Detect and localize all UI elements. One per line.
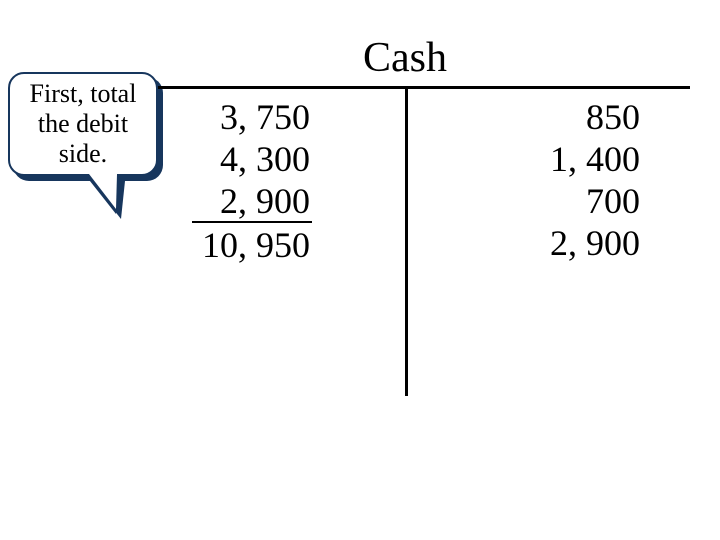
callout-line3: side.: [59, 139, 107, 168]
debit-entry: 2, 900: [180, 180, 310, 222]
callout-box: First, total the debit side.: [8, 72, 158, 176]
callout-text: First, total the debit side.: [30, 79, 137, 169]
credit-entry: 2, 900: [500, 222, 640, 264]
debit-entry: 3, 750: [180, 96, 310, 138]
debit-total: 10, 950: [180, 224, 310, 266]
debit-entry: 4, 300: [180, 138, 310, 180]
callout-line2: the debit: [38, 109, 128, 138]
t-vertical-line: [405, 86, 408, 396]
credit-entry: 850: [500, 96, 640, 138]
t-horizontal-line: [158, 86, 690, 89]
account-title: Cash: [190, 34, 620, 82]
callout-line1: First, total: [30, 79, 137, 108]
stage: First, total the debit side. Cash 10, 95…: [0, 0, 720, 540]
callout-tail-fill: [89, 174, 117, 209]
credit-entry: 700: [500, 180, 640, 222]
credit-entry: 1, 400: [500, 138, 640, 180]
